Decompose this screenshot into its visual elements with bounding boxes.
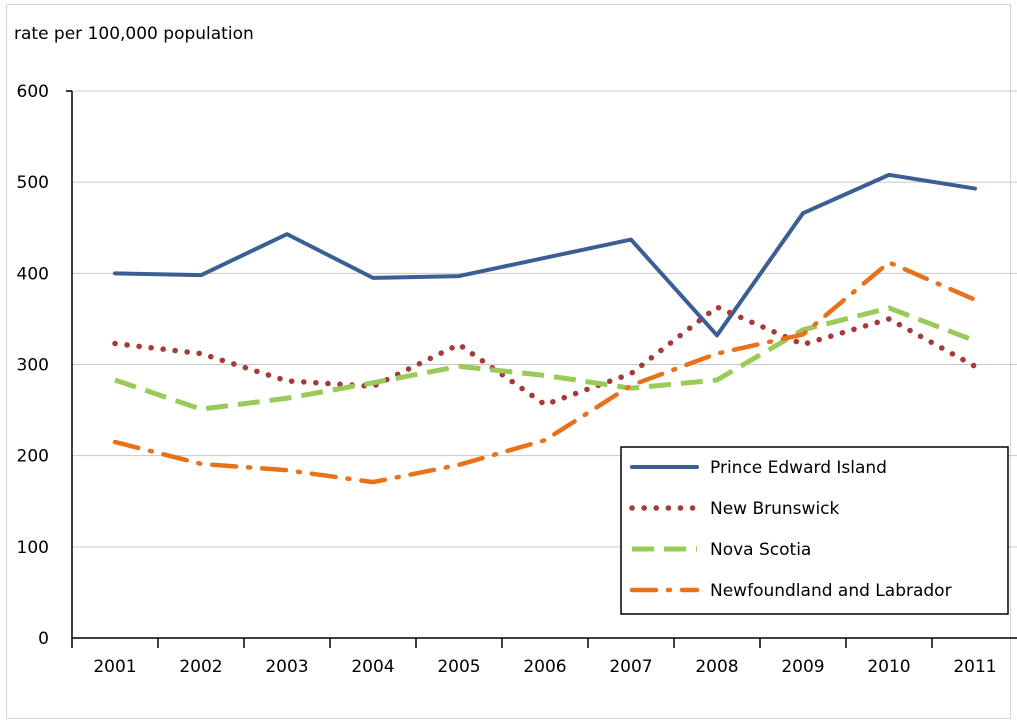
series-lines <box>112 172 978 485</box>
y-tick-label-500: 500 <box>17 173 49 193</box>
series-line-3 <box>114 305 976 412</box>
series-line-4 <box>112 260 978 485</box>
legend-box <box>620 446 1009 615</box>
x-tick-label-2010: 2010 <box>867 657 910 677</box>
legend-label-3: Nova Scotia <box>710 540 811 560</box>
x-tick-label-2001: 2001 <box>93 657 136 677</box>
legend-label-2: New Brunswick <box>710 499 840 519</box>
x-tick-label-2007: 2007 <box>609 657 652 677</box>
y-tick-label-400: 400 <box>17 264 49 284</box>
x-tick-label-2002: 2002 <box>179 657 222 677</box>
y-tick-label-0: 0 <box>38 629 49 649</box>
x-tick-label-2005: 2005 <box>437 657 480 677</box>
x-tick-label-2004: 2004 <box>351 657 394 677</box>
x-tick-label-2011: 2011 <box>953 657 996 677</box>
legend: Prince Edward Island New Brunswick Nova Sc… <box>620 446 1009 615</box>
x-tick-label-2006: 2006 <box>523 657 566 677</box>
series-line-1 <box>113 172 977 338</box>
x-tick-label-2009: 2009 <box>781 657 824 677</box>
chart-frame <box>6 4 1011 719</box>
y-tick-label-300: 300 <box>17 356 49 376</box>
series-line-2 <box>112 304 978 408</box>
axes: 0 100 200 300 400 500 600 2001 2002 2003 2004 2005 2… <box>17 82 1017 677</box>
x-tick-label-2008: 2008 <box>695 657 738 677</box>
y-tick-label-600: 600 <box>17 82 49 102</box>
legend-label-1: Prince Edward Island <box>710 458 887 478</box>
y-tick-label-100: 100 <box>17 538 49 558</box>
y-tick-label-200: 200 <box>17 447 49 467</box>
x-tick-label-2003: 2003 <box>265 657 308 677</box>
legend-label-4: Newfoundland and Labrador <box>710 581 952 601</box>
y-axis-label: rate per 100,000 population <box>14 24 254 44</box>
